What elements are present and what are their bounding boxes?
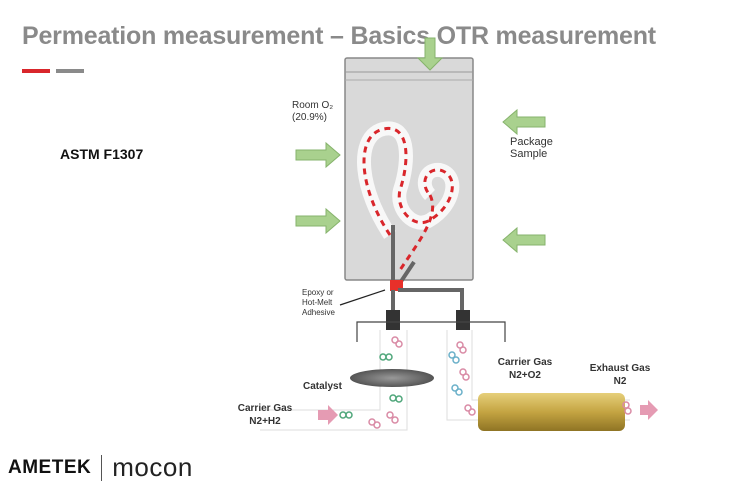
exhaust-composition: N2 [613,376,627,387]
arrow-down-icon [416,37,444,71]
arrow-right-icon [295,207,341,235]
exhaust-gas-label: Exhaust Gas N2 [580,362,660,388]
mocon-logo: mocon [112,452,193,482]
package-bag [344,57,474,281]
footer-logos: AMETEK mocon [8,452,193,483]
catalyst-disk [350,369,434,387]
carrier-in-composition: N2+H2 [249,416,281,427]
room-o2-percent: (20.9%) [292,112,328,123]
slide-title: Permeation measurement – Basics OTR meas… [22,22,656,50]
arrow-left-icon [502,108,546,136]
room-o2-text: Room O₂ [292,100,334,111]
connector-right [456,310,470,330]
carrier-o2-composition: N2+O2 [509,370,541,381]
package-text: Package [510,136,553,148]
permeation-flow-path [362,126,454,271]
carrier-o2-text: Carrier Gas [497,357,553,368]
exhaust-arrow-icon [640,400,658,420]
adhesive-text-2: Hot-Melt [302,298,333,307]
carrier-gas-in-label: Carrier Gas N2+H2 [225,402,305,428]
package-sample-label: Package Sample [510,136,553,160]
catalyst-label: Catalyst [303,381,342,392]
adhesive-text-3: Adhesive [302,308,335,317]
arrow-right-icon [295,141,341,169]
arrow-left-icon [502,226,546,254]
room-o2-label: Room O₂ (20.9%) [292,100,333,124]
inlet-arrow-icon [318,405,338,425]
standard-label: ASTM F1307 [60,146,144,162]
logo-divider [101,454,103,481]
adhesive-seal [390,280,403,291]
carrier-in-text: Carrier Gas [237,403,293,414]
title-accent-bar [22,69,84,73]
exhaust-text: Exhaust Gas [589,363,651,374]
adhesive-text-1: Epoxy or [302,288,334,297]
connector-left [386,310,400,330]
carrier-gas-o2-label: Carrier Gas N2+O2 [485,356,565,382]
coulometric-sensor [478,393,625,431]
adhesive-label: Epoxy or Hot-Melt Adhesive [302,288,335,318]
ametek-logo: AMETEK [8,456,92,478]
sample-text: Sample [510,148,548,160]
